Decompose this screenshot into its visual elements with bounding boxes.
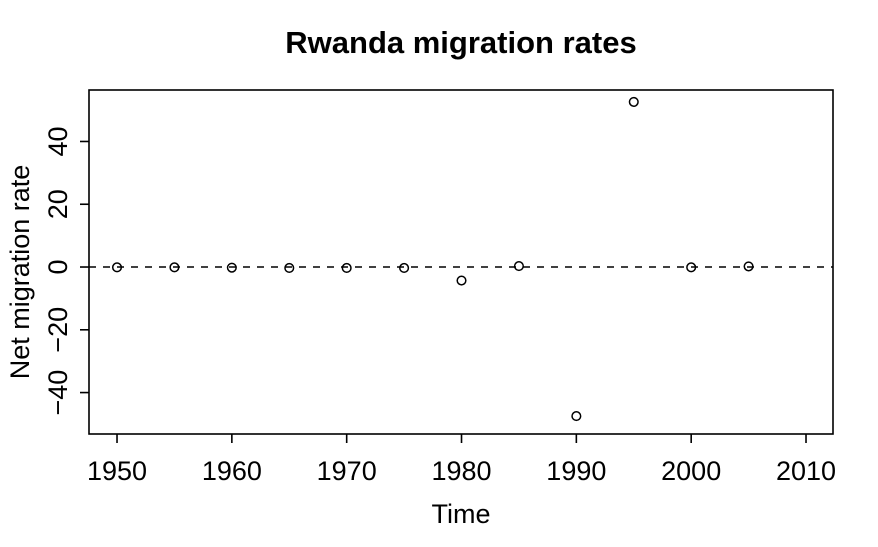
y-tick-label: 20 bbox=[43, 189, 73, 219]
data-point bbox=[628, 96, 639, 107]
y-axis-label: Net migration rate bbox=[5, 165, 35, 380]
y-tick-label: 0 bbox=[43, 260, 73, 275]
x-tick-label: 1970 bbox=[317, 456, 377, 486]
plot-border bbox=[88, 89, 834, 435]
data-point bbox=[399, 262, 410, 274]
data-point bbox=[169, 262, 180, 273]
x-tick-label: 2010 bbox=[776, 456, 836, 486]
data-point bbox=[341, 262, 352, 274]
data-point bbox=[513, 261, 524, 272]
chart-title: Rwanda migration rates bbox=[285, 25, 636, 60]
data-point bbox=[284, 262, 295, 274]
x-tick-label: 1990 bbox=[546, 456, 606, 486]
data-point bbox=[743, 261, 754, 272]
data-point bbox=[686, 262, 697, 273]
x-tick-label: 1950 bbox=[87, 456, 147, 486]
x-tick-label: 2000 bbox=[661, 456, 721, 486]
data-point bbox=[571, 411, 582, 422]
data-point bbox=[111, 262, 123, 273]
plot-generated-content: 1950 1960 1970 1980 1990 2000 2010 −40 −20 0 20 40 bbox=[43, 96, 836, 486]
x-tick-label: 1960 bbox=[202, 456, 262, 486]
y-tick-label: −20 bbox=[43, 307, 73, 353]
x-tick-label: 1980 bbox=[431, 456, 491, 486]
y-tick-label: −40 bbox=[43, 370, 73, 416]
data-point bbox=[456, 275, 467, 286]
x-axis-label: Time bbox=[432, 499, 491, 529]
y-tick-label: 40 bbox=[43, 126, 73, 156]
data-point bbox=[226, 262, 237, 273]
